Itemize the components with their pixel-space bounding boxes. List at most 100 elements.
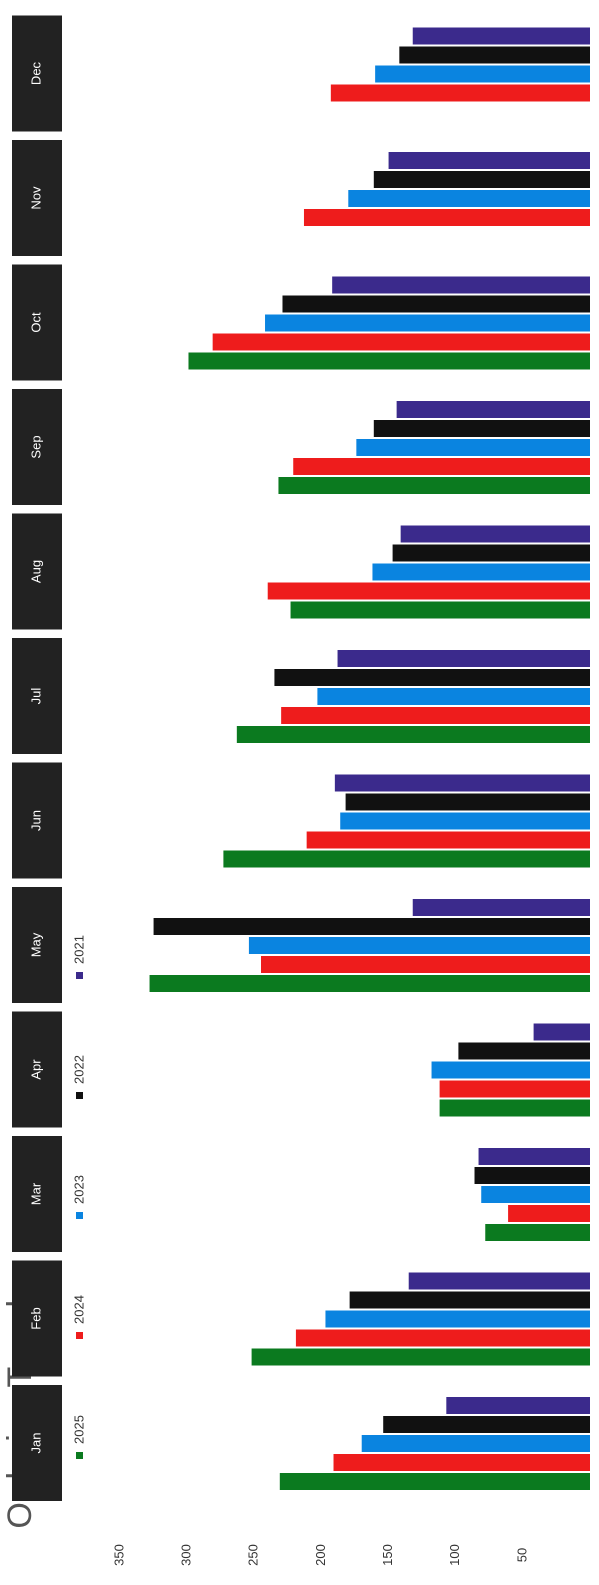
legend-label: 2025 (71, 1415, 86, 1444)
bar (248, 937, 590, 954)
month-header (12, 887, 62, 1003)
value-tick-label: 100 (447, 1544, 462, 1566)
category-label: Jun (28, 810, 43, 831)
bar (317, 688, 590, 705)
bar (340, 812, 590, 830)
bar (481, 1186, 590, 1203)
category-label: Jan (28, 1433, 43, 1454)
bar (251, 1348, 590, 1366)
category-label: Apr (28, 1059, 43, 1080)
bar (439, 1099, 590, 1117)
bar (400, 525, 590, 543)
bar (212, 333, 590, 351)
month-header (12, 140, 62, 256)
value-tick-label: 50 (514, 1548, 529, 1562)
bar (265, 314, 590, 332)
bar (478, 1148, 590, 1165)
bar (508, 1205, 590, 1222)
bar (348, 190, 590, 207)
bar (373, 171, 590, 188)
month-header (12, 1260, 62, 1377)
month-header (12, 15, 62, 132)
bar (188, 352, 590, 370)
bar (408, 1272, 590, 1290)
legend-label: 2024 (71, 1295, 86, 1324)
bar (334, 774, 590, 792)
value-tick-label: 150 (380, 1544, 395, 1566)
legend-swatch (76, 1332, 83, 1339)
month-header (12, 513, 62, 630)
bar (373, 420, 590, 437)
bar (153, 918, 591, 935)
category-label: Sep (28, 435, 43, 458)
legend-swatch (76, 972, 83, 979)
category-label: Oct (28, 312, 43, 333)
bar (236, 726, 591, 743)
category-label: Aug (28, 560, 43, 583)
bar (412, 899, 590, 916)
bar (349, 1291, 590, 1309)
bar (267, 582, 590, 600)
bar (446, 1397, 590, 1414)
bar (372, 563, 590, 581)
bar (399, 46, 590, 64)
bar (325, 1310, 590, 1328)
month-header (12, 638, 62, 754)
bar (412, 27, 590, 45)
bar (383, 1416, 590, 1433)
bar (282, 295, 590, 313)
value-tick-label: 300 (179, 1544, 194, 1566)
legend-label: 2021 (71, 935, 86, 964)
legend-label: 2023 (71, 1175, 86, 1204)
bar (392, 544, 590, 562)
bar (396, 401, 590, 418)
bar (274, 669, 590, 686)
category-label: May (28, 932, 43, 957)
bar (223, 850, 590, 868)
bar (431, 1061, 590, 1079)
month-header (12, 1385, 62, 1501)
bar (345, 793, 590, 811)
legend-swatch (76, 1452, 83, 1459)
value-tick-label: 350 (111, 1544, 126, 1566)
month-header (12, 1136, 62, 1252)
bar (533, 1023, 590, 1041)
bar (458, 1042, 590, 1060)
month-header (12, 762, 62, 879)
bar (306, 831, 590, 849)
month-header (12, 389, 62, 505)
bar (356, 439, 590, 456)
bar (278, 477, 590, 494)
month-header (12, 264, 62, 381)
category-label: Nov (28, 186, 43, 210)
bar (290, 601, 590, 619)
category-label: Feb (28, 1307, 43, 1329)
bar (439, 1080, 590, 1098)
bar (261, 956, 590, 973)
month-header (12, 1011, 62, 1128)
category-label: Jul (28, 688, 43, 705)
bar (149, 975, 591, 992)
bar (330, 84, 590, 102)
category-label: Mar (28, 1182, 43, 1205)
bar (279, 1473, 590, 1490)
bar (337, 650, 590, 667)
value-tick-label: 250 (246, 1544, 261, 1566)
bar (474, 1167, 590, 1184)
value-tick-label: 200 (313, 1544, 328, 1566)
bar (281, 707, 590, 724)
bar (332, 276, 590, 294)
legend-label: 2022 (71, 1055, 86, 1084)
bar (361, 1435, 590, 1452)
bar (293, 458, 590, 475)
category-label: Dec (28, 61, 43, 85)
bar (333, 1454, 590, 1471)
bar (295, 1329, 590, 1347)
bar (388, 152, 590, 169)
bar (303, 209, 590, 226)
bar (375, 65, 590, 83)
legend-swatch (76, 1212, 83, 1219)
bar (485, 1224, 590, 1241)
legend-swatch (76, 1092, 83, 1099)
